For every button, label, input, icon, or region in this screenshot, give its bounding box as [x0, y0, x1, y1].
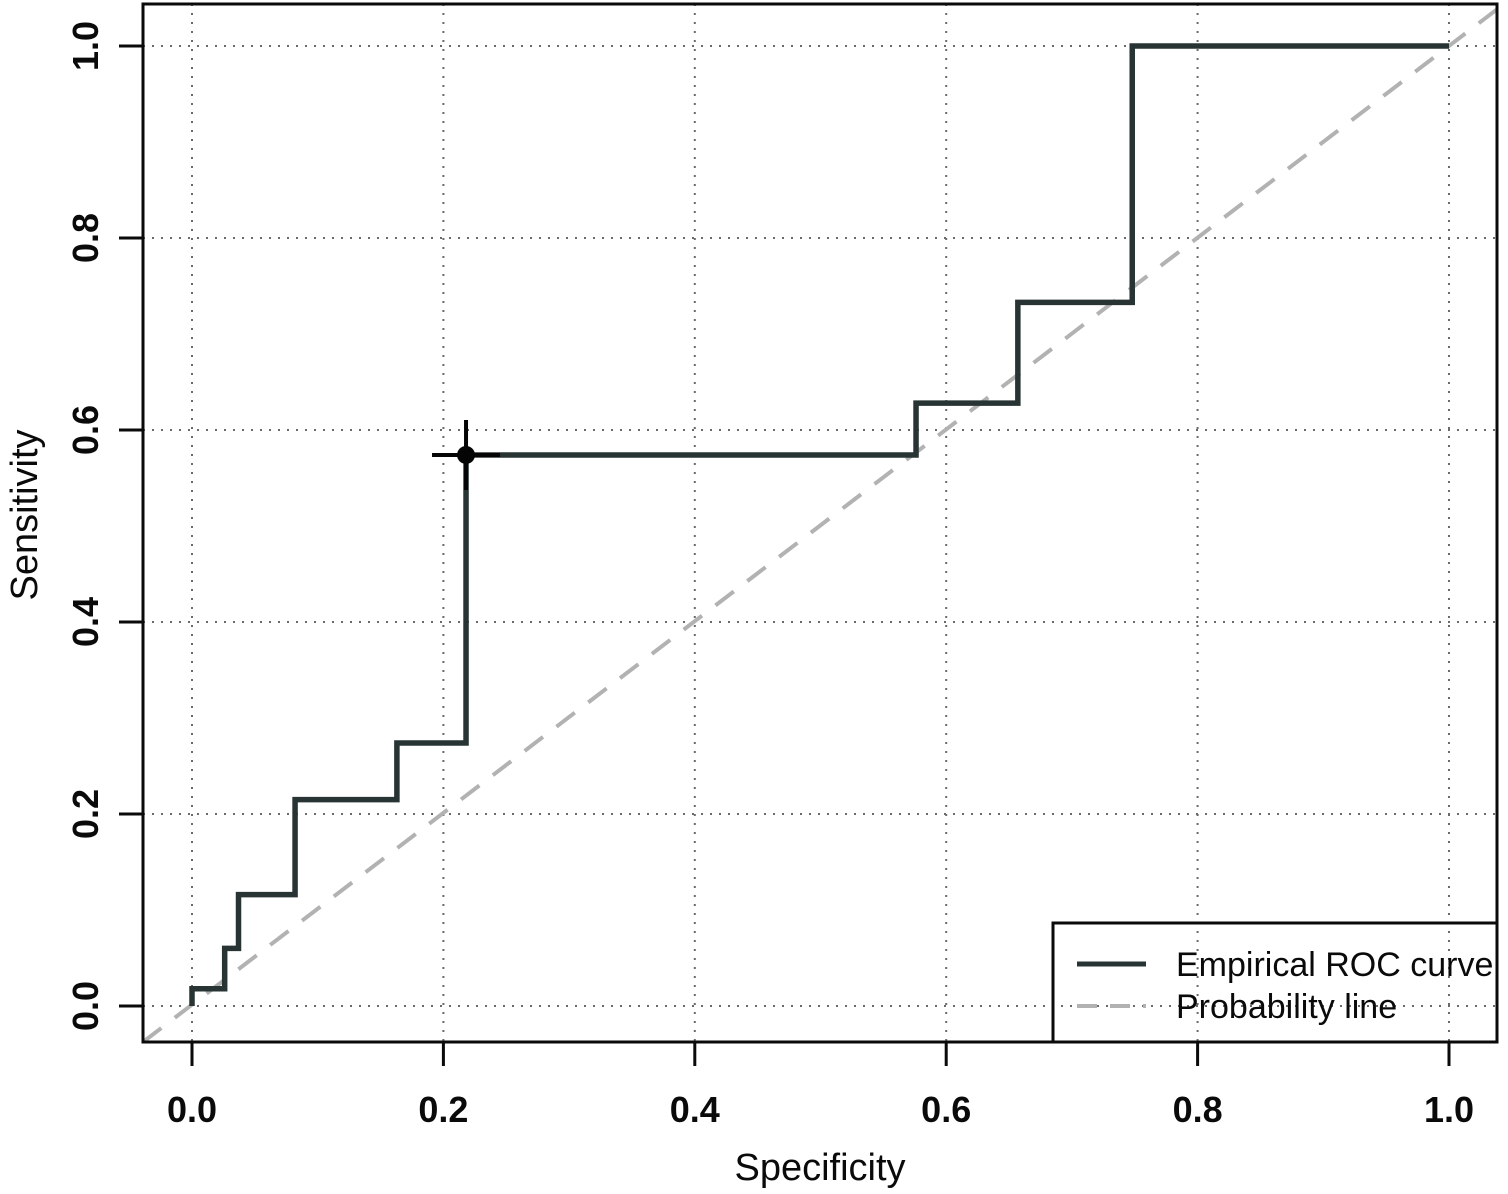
- legend: Empirical ROC curve Probability line: [1051, 921, 1499, 1044]
- y-tick-label: 0.2: [65, 789, 106, 839]
- axis-ticks: [119, 44, 1451, 1066]
- x-tick-label: 0.8: [1173, 1089, 1223, 1130]
- y-tick-label: 1.0: [65, 21, 106, 71]
- x-tick-label: 0.4: [670, 1089, 720, 1130]
- tick-labels: 0.0 0.0 0.2 0.2 0.4 0.4 0.6 0.6 0.8 0.8 1.0 1.0: [65, 21, 1474, 1130]
- x-tick-label: 1.0: [1424, 1089, 1474, 1130]
- x-tick-label: 0.6: [921, 1089, 971, 1130]
- y-tick-label: 0.6: [65, 405, 106, 455]
- probability-line-layer: [141, 7, 1499, 1044]
- plot-border: [141, 2, 1499, 1044]
- probability-line: [141, 7, 1499, 1044]
- y-tick-label: 0.4: [65, 597, 106, 647]
- gridlines: [143, 4, 1497, 1042]
- y-tick-label: 0.0: [65, 981, 106, 1031]
- plot-box: [141, 2, 1499, 1044]
- legend-box: [1051, 921, 1499, 1044]
- roc-curve-layer: [189, 43, 1449, 1006]
- optimal-point-dot: [457, 445, 476, 464]
- x-axis-title: Specificity: [734, 1147, 905, 1189]
- optimal-point-marker: [432, 419, 501, 490]
- x-tick-label: 0.2: [418, 1089, 468, 1130]
- y-axis-title: Sensitivity: [4, 429, 46, 600]
- legend-label-probability: Probability line: [1176, 988, 1397, 1026]
- y-tick-label: 0.8: [65, 213, 106, 263]
- x-tick-label: 0.0: [167, 1089, 217, 1130]
- legend-label-roc: Empirical ROC curve: [1176, 946, 1493, 984]
- empirical-roc-curve: [189, 43, 1449, 1006]
